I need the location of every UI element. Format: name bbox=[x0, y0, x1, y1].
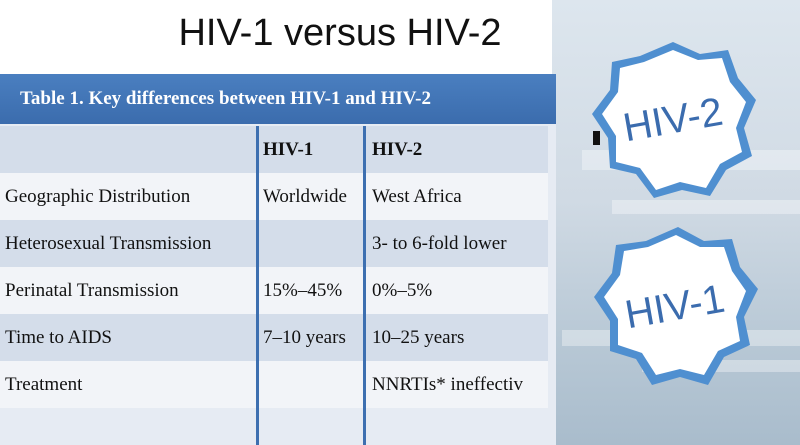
row-label: Heterosexual Transmission bbox=[5, 232, 212, 254]
hiv2-badge-label: HIV-2 bbox=[619, 89, 726, 150]
header-cell-hiv1: HIV-1 bbox=[263, 138, 314, 160]
column-divider bbox=[363, 126, 366, 445]
table-row: Time to AIDS 7–10 years 10–25 years bbox=[0, 314, 548, 361]
hiv1-value bbox=[263, 361, 363, 408]
row-label: Perinatal Transmission bbox=[5, 279, 179, 301]
table-row: Heterosexual Transmission 3- to 6-fold l… bbox=[0, 220, 548, 267]
hiv1-value: 15%–45% bbox=[263, 279, 343, 301]
row-label: Geographic Distribution bbox=[5, 185, 191, 207]
hiv1-value: 7–10 years bbox=[263, 326, 346, 348]
column-divider bbox=[256, 126, 259, 445]
badge-shape-icon bbox=[592, 42, 756, 198]
badge-shape-icon bbox=[594, 227, 758, 385]
slide-mark bbox=[593, 131, 600, 145]
comparison-table: Table 1. Key differences between HIV-1 a… bbox=[0, 74, 556, 445]
hiv2-value: 0%–5% bbox=[372, 279, 433, 301]
table-caption: Table 1. Key differences between HIV-1 a… bbox=[0, 74, 556, 124]
hiv2-value: 3- to 6-fold lower bbox=[372, 232, 507, 254]
table-header-row: HIV-1 HIV-2 bbox=[0, 126, 548, 173]
row-label: Time to AIDS bbox=[5, 326, 112, 348]
slide-title: HIV-1 versus HIV-2 bbox=[178, 12, 502, 54]
table-row: Perinatal Transmission 15%–45% 0%–5% bbox=[0, 267, 548, 314]
header-cell bbox=[5, 126, 255, 173]
hiv1-badge: HIV-1 bbox=[590, 225, 760, 390]
hiv2-badge: HIV-2 bbox=[588, 40, 758, 200]
row-label: Treatment bbox=[5, 373, 83, 395]
table-body: HIV-1 HIV-2 Geographic Distribution Worl… bbox=[0, 126, 548, 445]
hiv2-value: 10–25 years bbox=[372, 326, 465, 348]
header-cell-hiv2: HIV-2 bbox=[372, 138, 423, 160]
hiv2-value: NNRTIs* ineffectiv bbox=[372, 373, 523, 395]
table-row: Treatment NNRTIs* ineffectiv bbox=[0, 361, 548, 408]
hiv2-value: West Africa bbox=[372, 185, 462, 207]
hiv1-value bbox=[263, 220, 363, 267]
hiv1-badge-label: HIV-1 bbox=[621, 276, 728, 338]
table-row: Geographic Distribution Worldwide West A… bbox=[0, 173, 548, 220]
hiv1-value: Worldwide bbox=[263, 185, 347, 207]
